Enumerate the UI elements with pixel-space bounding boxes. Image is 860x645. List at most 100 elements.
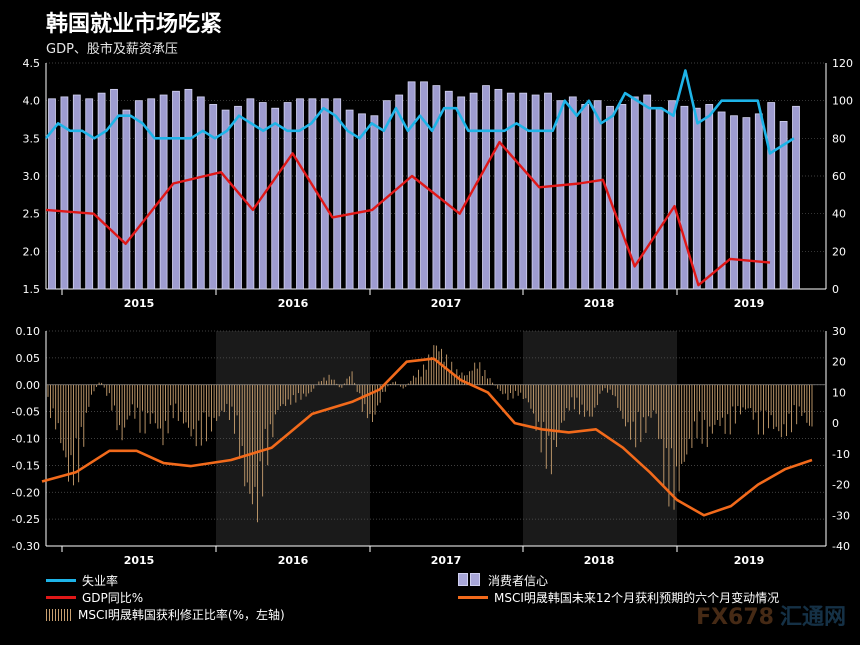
confidence-bar: [494, 88, 503, 290]
confidence-bar: [581, 104, 590, 290]
unemployment-line: [44, 69, 795, 155]
y-tick-right: 10: [832, 386, 846, 399]
legend-earnings: MSCI明晟韩国未来12个月获利预期的六个月变动情况: [458, 589, 779, 606]
confidence-bar: [767, 102, 776, 290]
confidence-bar: [395, 94, 404, 290]
confidence-bar: [333, 98, 342, 290]
legend-unemployment-label: 失业率: [82, 574, 119, 588]
x-tick-label: 2018: [584, 554, 615, 567]
y-tick-right: 60: [832, 170, 846, 183]
legend-unemployment: 失业率: [46, 572, 118, 589]
y-tick-left: 2.5: [23, 208, 41, 221]
year-shade-band: [523, 331, 677, 546]
confidence-bar: [593, 100, 602, 290]
legend-earnings-swatch: [458, 596, 488, 599]
confidence-bar: [444, 90, 453, 290]
y-tick-left: -0.05: [12, 406, 40, 419]
y-tick-right: 20: [832, 356, 846, 369]
confidence-bar: [482, 85, 490, 290]
x-tick-label: 2017: [431, 297, 462, 310]
y-tick-left: 1.5: [23, 283, 41, 296]
confidence-bar: [370, 115, 379, 290]
confidence-bar: [320, 98, 329, 290]
confidence-bar: [97, 92, 106, 290]
x-tick-label: 2016: [278, 554, 309, 567]
y-tick-left: 0.10: [16, 325, 41, 338]
gdp-line: [45, 140, 771, 287]
y-tick-left: 4.5: [23, 57, 41, 70]
legend-gdp: GDP同比%: [46, 589, 143, 606]
legend-earnings-label: MSCI明晟韩国未来12个月获利预期的六个月变动情况: [494, 591, 780, 605]
confidence-bar: [48, 98, 56, 290]
y-tick-right: 20: [832, 245, 846, 258]
confidence-bar: [122, 109, 131, 290]
y-tick-left: 0.05: [16, 352, 41, 365]
x-tick-label: 2015: [124, 554, 155, 567]
confidence-bar: [209, 104, 218, 290]
confidence-bar: [184, 88, 193, 290]
y-tick-left: 4.0: [23, 95, 41, 108]
x-tick-label: 2019: [734, 297, 765, 310]
y-tick-right: -20: [832, 479, 850, 492]
confidence-bar: [668, 100, 676, 290]
y-tick-right: 30: [832, 325, 846, 338]
confidence-bar: [345, 109, 354, 290]
confidence-bar: [742, 117, 751, 290]
x-tick-label: 2017: [431, 554, 462, 567]
confidence-bar: [618, 104, 627, 290]
confidence-bar: [271, 107, 280, 290]
legend-gdp-swatch: [46, 596, 76, 599]
confidence-bar: [630, 96, 639, 290]
confidence-bar: [110, 88, 118, 290]
y-tick-left: -0.30: [12, 540, 40, 553]
legend-confidence: 消费者信心: [458, 572, 548, 589]
y-tick-right: 120: [832, 57, 853, 70]
confidence-bar: [196, 96, 205, 290]
legend-confidence-label: 消费者信心: [488, 574, 549, 588]
confidence-bar: [358, 113, 366, 290]
y-tick-left: 0.00: [16, 379, 41, 392]
confidence-bar: [643, 94, 652, 290]
y-tick-right: -30: [832, 509, 850, 522]
confidence-bar: [308, 98, 317, 290]
y-tick-left: 3.5: [23, 132, 41, 145]
y-tick-left: -0.20: [12, 486, 40, 499]
legend-revision: MSCI明晟韩国获利修正比率(%，左轴): [46, 606, 285, 623]
confidence-bar: [680, 105, 689, 290]
confidence-bar: [432, 85, 441, 290]
y-tick-right: -40: [832, 540, 850, 553]
legend-revision-label: MSCI明晟韩国获利修正比率(%，左轴): [78, 608, 285, 622]
confidence-bar: [283, 102, 292, 290]
earnings-change-line: [41, 357, 813, 517]
confidence-bar: [519, 92, 528, 290]
legend-confidence-swatch: [458, 572, 482, 589]
confidence-bar: [506, 92, 515, 290]
confidence-bar: [568, 96, 577, 290]
confidence-bar: [72, 94, 81, 290]
confidence-bar: [556, 100, 565, 290]
y-tick-right: 40: [832, 208, 846, 221]
x-tick-label: 2015: [124, 297, 155, 310]
confidence-bar: [234, 105, 242, 290]
x-tick-label: 2019: [734, 554, 765, 567]
legend-revision-swatch: [46, 608, 72, 621]
y-tick-left: 3.0: [23, 170, 41, 183]
confidence-bar: [221, 109, 230, 290]
confidence-bar: [407, 81, 416, 290]
confidence-bar: [655, 107, 664, 290]
confidence-bar: [296, 98, 304, 290]
confidence-bar: [531, 94, 540, 290]
legend-gdp-label: GDP同比%: [82, 591, 144, 605]
confidence-bar: [60, 96, 69, 290]
y-tick-left: -0.25: [12, 513, 40, 526]
y-tick-right: 0: [832, 417, 839, 430]
confidence-bar: [692, 107, 701, 290]
legend-unemployment-swatch: [46, 579, 76, 582]
confidence-bar: [717, 111, 726, 290]
y-tick-right: -10: [832, 448, 850, 461]
x-tick-label: 2016: [278, 297, 309, 310]
chart-title: 韩国就业市场吃紧: [46, 12, 223, 37]
confidence-bar: [134, 100, 143, 290]
confidence-bar: [85, 98, 94, 290]
